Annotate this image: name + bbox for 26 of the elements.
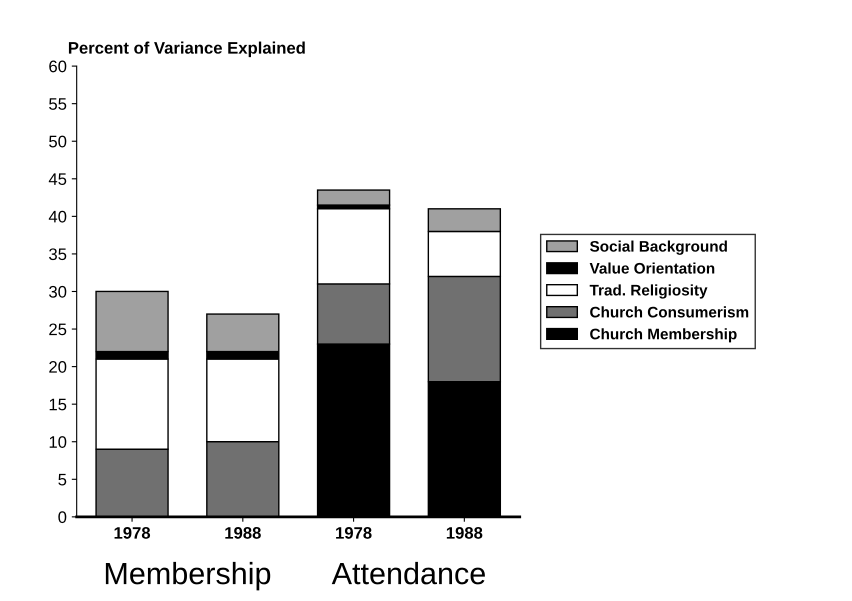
legend-label: Social Background <box>590 240 727 255</box>
legend-label: Value Orientation <box>590 262 714 274</box>
text: Attendance <box>332 562 485 584</box>
y-tick-label: 40 <box>48 210 66 223</box>
y-tick-label: 5 <box>58 474 66 486</box>
x-tick-label: 1988 <box>446 527 482 539</box>
x-tick-label: 1978 <box>336 527 372 539</box>
legend-label: Trad. Religiosity <box>590 284 708 299</box>
x-tick-label: 1978 <box>114 527 150 539</box>
y-tick-label: 0 <box>58 511 66 524</box>
legend-label: Church Consumerism <box>590 306 748 318</box>
y-tick-label: 55 <box>49 98 66 110</box>
x-tick-label: 1988 <box>225 527 261 539</box>
legend-label: Church Membership <box>590 328 737 342</box>
y-axis-title: Percent of Variance Explained <box>68 42 305 58</box>
y-tick-label: 25 <box>49 323 66 336</box>
text: Membership <box>106 562 270 590</box>
y-tick-label: 20 <box>49 361 66 373</box>
bar <box>316 189 390 206</box>
y-tick-label: 10 <box>50 436 66 448</box>
y-tick-label: 30 <box>49 286 66 298</box>
y-tick-label: 60 <box>49 60 66 72</box>
y-tick-label: 50 <box>49 136 66 148</box>
y-tick-label: 15 <box>50 398 66 410</box>
y-tick-label: 35 <box>49 248 66 260</box>
y-tick-label: 45 <box>48 173 66 185</box>
